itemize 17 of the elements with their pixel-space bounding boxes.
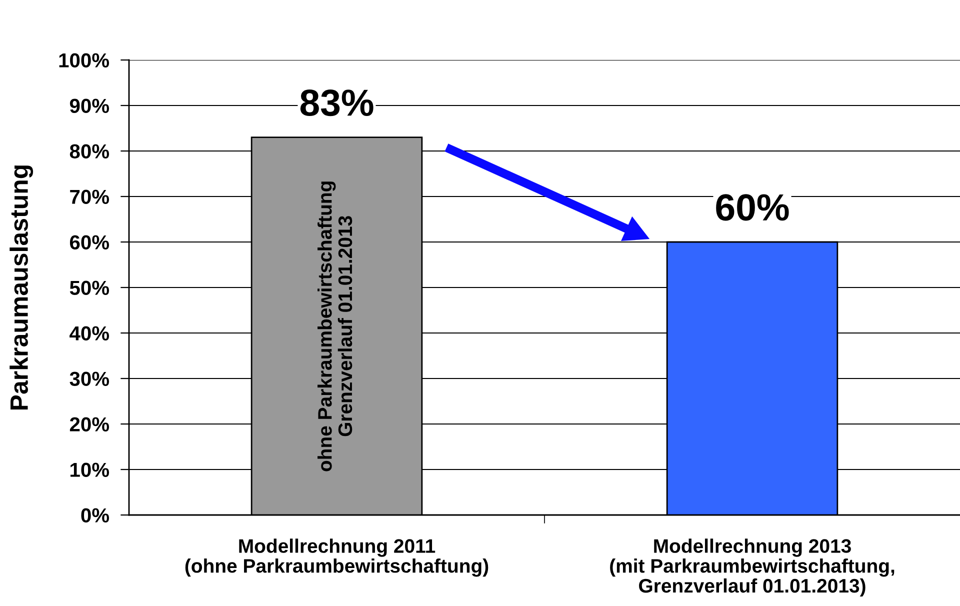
x-tick-label: Modellrechnung 2011 (ohne Parkraumbewirtschaftung) (185, 538, 488, 577)
y-tick-label: 70% (70, 190, 110, 204)
x-tick-label: Modellrechnung 2013 (mit Parkraumbewirtschaftung, Grenzverlauf 01.01.2013) (610, 538, 894, 597)
y-axis-title: Parkraumauslastung (10, 166, 34, 410)
y-tick-label: 10% (70, 462, 110, 477)
y-tick-label: 20% (70, 417, 110, 432)
y-tick-label: 30% (70, 372, 110, 386)
data-label: 83% (300, 89, 374, 116)
y-tick-label: 80% (70, 144, 110, 158)
annotation: ohne Parkraumbewirtschaftung Grenzverlauf 01.01.2013 (318, 182, 352, 472)
y-tick-label: 40% (70, 326, 110, 340)
y-tick-label: 60% (70, 235, 110, 250)
data-label: 60% (716, 194, 789, 221)
y-tick-label: 90% (70, 98, 110, 113)
y-tick-label: 100% (59, 53, 110, 68)
y-tick-label: 50% (70, 280, 110, 295)
y-tick-label: 0% (81, 508, 110, 522)
